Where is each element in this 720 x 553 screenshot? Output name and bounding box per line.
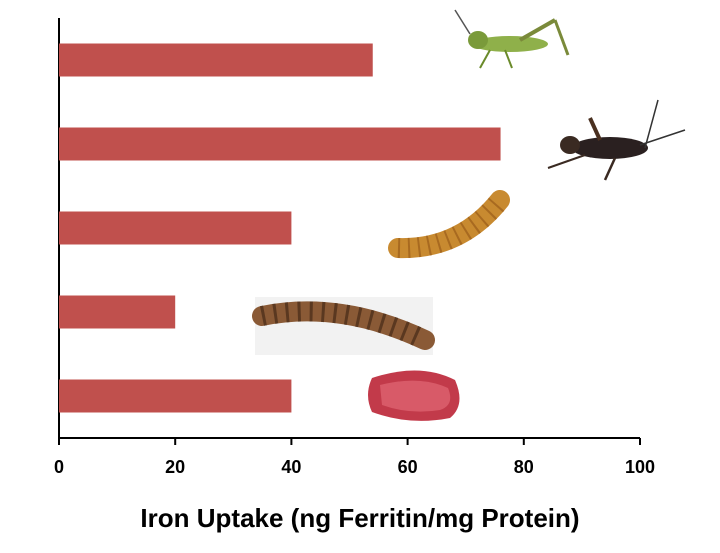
mealworm-image (388, 190, 510, 259)
bar (59, 379, 292, 413)
x-tick-label: 0 (54, 457, 64, 477)
grasshopper-image (454, 9, 570, 69)
x-tick-label: 40 (281, 457, 301, 477)
x-tick-label: 20 (165, 457, 185, 477)
x-tick-label: 80 (514, 457, 534, 477)
bar (59, 43, 373, 77)
steak-image (368, 370, 460, 421)
bar (59, 127, 501, 161)
superworm-image (252, 301, 435, 350)
bar (59, 295, 176, 329)
x-axis-label: Iron Uptake (ng Ferritin/mg Protein) (140, 503, 579, 533)
x-tick-label: 60 (398, 457, 418, 477)
x-tick-label: 100 (625, 457, 655, 477)
cricket-image (547, 99, 686, 181)
bar (59, 211, 292, 245)
